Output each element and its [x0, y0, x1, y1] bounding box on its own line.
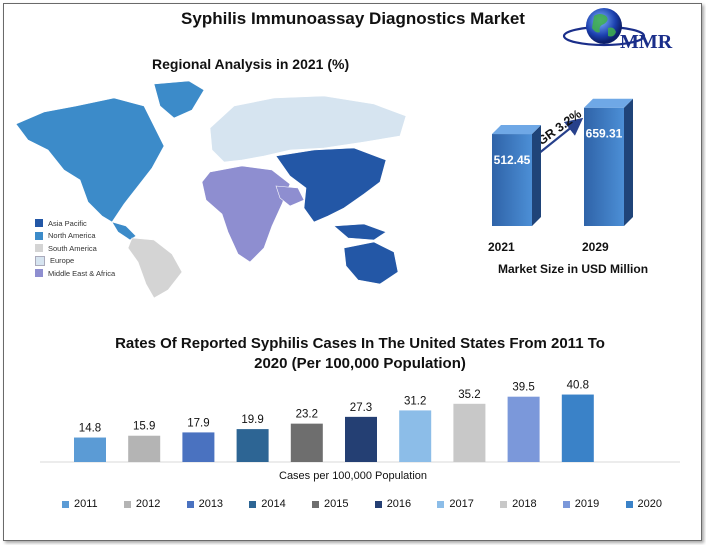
legend-item-2015: 2015: [311, 498, 349, 510]
legend-label: 2013: [198, 498, 224, 510]
legend-label: 2017: [449, 498, 474, 510]
cases-axis-label: Cases per 100,000 Population: [279, 470, 427, 482]
cases-bar-2011: [74, 437, 106, 462]
cases-bar-2019: [507, 396, 540, 462]
legend-item-2017: 2017: [437, 498, 474, 510]
cases-bar-2018: [453, 403, 486, 462]
market-bar-side-2029: [624, 98, 633, 226]
legend-item-2013: 2013: [186, 498, 224, 510]
legend-item-2019: 2019: [562, 498, 600, 510]
legend-label: 2019: [574, 498, 600, 510]
cases-value-label: 14.8: [79, 423, 101, 435]
logo-text: MMR: [620, 31, 673, 53]
cases-bar-2012: [128, 435, 161, 462]
market-bar-top-2021: [492, 125, 541, 135]
market-bar-top-2029: [584, 98, 633, 108]
legend-item-2020: 2020: [625, 498, 662, 510]
bar-chart-title: Rates Of Reported Syphilis Cases In The …: [115, 335, 605, 372]
cases-value-label: 27.3: [350, 402, 372, 414]
legend-label: 2011: [74, 498, 98, 510]
legend-item-asia-pacific: Asia Pacific: [35, 217, 115, 230]
legend-item-2011: 2011: [62, 498, 98, 510]
cases-bar-chart: 14.8 15.9 17.9 19.9 23.2 27.3 31.2 35.2 39.5 40.8: [40, 380, 680, 463]
market-bar-2021: [492, 134, 532, 226]
legend-item-2012: 2012: [123, 498, 161, 510]
market-value-label: 512.45: [494, 153, 531, 167]
market-bar-2029: [584, 107, 624, 226]
mmr-logo: MMR: [562, 8, 673, 53]
legend-item-south-america: South America: [35, 242, 115, 255]
cases-bar-2013: [182, 432, 215, 462]
cases-value-label: 31.2: [404, 395, 426, 407]
legend-item-mea: Middle East & Africa: [35, 267, 115, 280]
cases-value-label: 23.2: [296, 409, 318, 421]
cases-value-label: 40.8: [567, 380, 589, 392]
cases-value-label: 39.5: [512, 382, 534, 394]
world-map: [15, 80, 407, 298]
legend-item-2018: 2018: [500, 498, 537, 510]
market-bar-side-2021: [532, 125, 541, 226]
market-year-2029: 2029: [582, 240, 609, 254]
cases-bar-2020: [561, 394, 594, 462]
legend-label: 2014: [261, 498, 286, 510]
legend-item-north-america: North America: [35, 230, 115, 243]
cases-value-label: 19.9: [241, 414, 263, 426]
legend-label: 2012: [135, 498, 161, 510]
cases-bar-2014: [236, 429, 269, 462]
legend-label: 2020: [637, 498, 662, 510]
cases-bar-2015: [290, 423, 323, 462]
market-year-2021: 2021: [488, 240, 515, 254]
legend-label: 2016: [386, 498, 412, 510]
market-size-label: Market Size in USD Million: [498, 262, 649, 276]
page-title: Syphilis Immunoassay Diagnostics Market: [181, 9, 525, 28]
cases-legend: 2011 2012 2013 2014 2015 2016 2017 2018 2019 2020: [62, 498, 662, 510]
cases-bar-2016: [345, 416, 377, 462]
cases-value-label: 35.2: [458, 389, 480, 401]
map-legend: Asia Pacific North America South America…: [35, 217, 115, 280]
cases-value-label: 15.9: [133, 421, 155, 433]
regional-title: Regional Analysis in 2021 (%): [152, 56, 350, 72]
legend-item-2014: 2014: [249, 498, 286, 510]
legend-item-europe: Europe: [35, 255, 115, 268]
legend-label: 2018: [512, 498, 537, 510]
cases-bar-2017: [399, 410, 432, 462]
legend-label: 2015: [323, 498, 349, 510]
market-value-label: 659.31: [586, 127, 623, 141]
cases-value-label: 17.9: [187, 417, 209, 429]
legend-item-2016: 2016: [374, 498, 412, 510]
